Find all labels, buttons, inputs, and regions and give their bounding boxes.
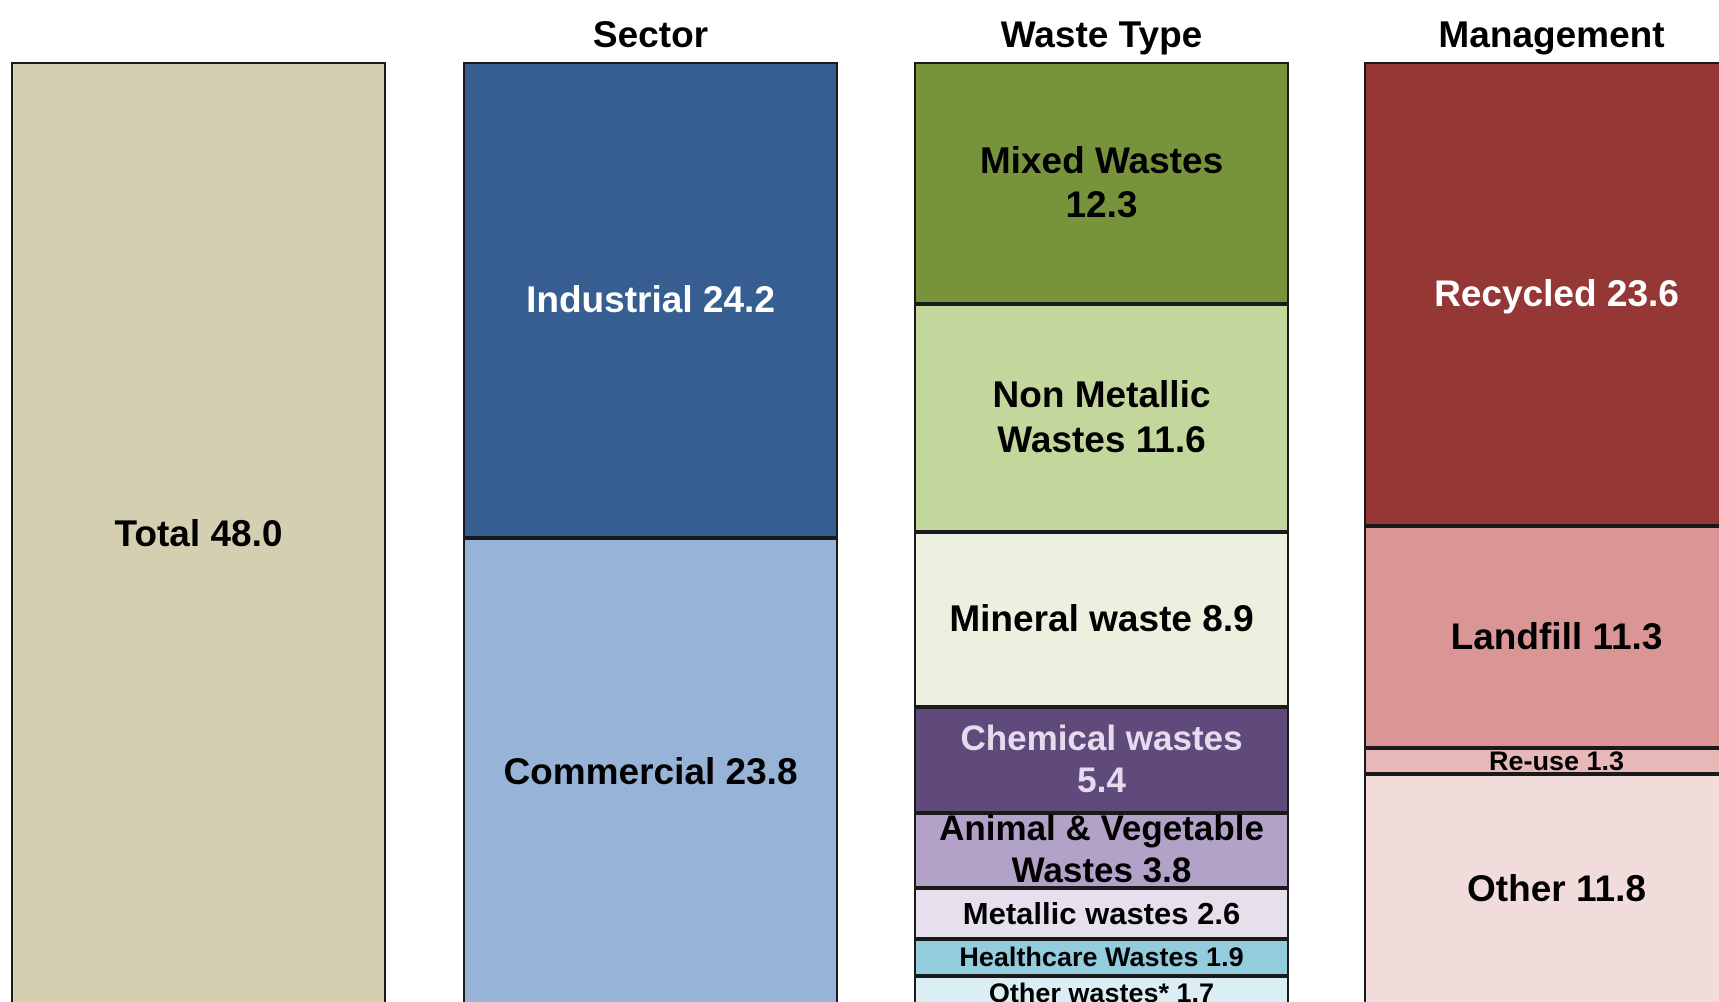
segment-value: 2.6: [1197, 895, 1241, 931]
segment-value: 11.3: [1592, 615, 1663, 657]
segment: Mixed Wastes 12.3: [914, 62, 1289, 304]
segment: Commercial 23.8: [463, 537, 838, 1002]
segment: Mineral waste 8.9: [914, 531, 1289, 707]
segment-value: 1.7: [1176, 977, 1215, 1002]
segment-value: 24.2: [702, 278, 775, 320]
segment-name: Total: [114, 512, 201, 554]
segment-value: 48.0: [210, 512, 283, 554]
segment-name: Animal & Vegetable Wastes: [939, 809, 1264, 891]
segment-name: Mixed Wastes: [979, 139, 1224, 181]
column-title: Waste Type: [1000, 14, 1203, 55]
segment-label: Metallic wastes 2.6: [963, 895, 1240, 932]
segment-name: Chemical wastes: [960, 718, 1243, 758]
segment-value: 11.8: [1575, 868, 1646, 910]
segment-value: 3.8: [1142, 851, 1192, 891]
segment: Metallic wastes 2.6: [914, 887, 1289, 939]
segment: Total 48.0: [11, 62, 386, 1002]
segment-value: 8.9: [1202, 598, 1254, 640]
column-title: Sector: [592, 14, 709, 55]
segment: Healthcare Wastes 1.9: [914, 938, 1289, 977]
segment: Other wastes* 1.7: [914, 976, 1289, 1002]
segment-value: 11.6: [1135, 418, 1206, 460]
segment-label: Total 48.0: [115, 512, 283, 556]
segment-name: Other wastes*: [988, 977, 1169, 1002]
segment-label: Other 11.8: [1369, 867, 1719, 911]
segment-label: Recycled 23.6: [1369, 272, 1719, 316]
segment: Re-use 1.3: [1364, 745, 1719, 777]
segment-name: Landfill: [1450, 615, 1583, 657]
segment: Recycled 23.6: [1364, 62, 1719, 526]
segment-value: 23.6: [1606, 272, 1679, 314]
segment-name: Non Metallic Wastes: [992, 374, 1211, 460]
segment-label: Mineral waste 8.9: [949, 597, 1253, 641]
segment-label: Non Metallic Wastes 11.6: [972, 373, 1232, 462]
segment-label: Commercial 23.8: [503, 750, 797, 794]
segment: Chemical wastes 5.4: [914, 706, 1289, 813]
segment-value: 12.3: [1065, 183, 1138, 225]
segment-name: Commercial: [503, 750, 716, 792]
segment-name: Re-use: [1488, 745, 1579, 776]
segment-label: Industrial 24.2: [526, 278, 775, 322]
segment: Animal & Vegetable Wastes 3.8: [914, 809, 1289, 890]
segment-label: Mixed Wastes 12.3: [952, 139, 1252, 228]
segment-name: Industrial: [526, 278, 693, 320]
segment-name: Recycled: [1434, 272, 1597, 314]
segment: Industrial 24.2: [463, 62, 838, 538]
segment: Landfill 11.3: [1364, 525, 1719, 749]
segment-name: Healthcare Wastes: [959, 942, 1199, 973]
segment: Other 11.8: [1364, 773, 1719, 1002]
segment: Non Metallic Wastes 11.6: [914, 303, 1289, 532]
segment-name: Other: [1467, 868, 1566, 910]
segment-value: 5.4: [1077, 760, 1126, 800]
segment-value: 1.3: [1586, 745, 1625, 776]
segment-value: 1.9: [1206, 942, 1244, 973]
segment-label: Animal & Vegetable Wastes 3.8: [932, 808, 1272, 892]
segment-label: Other wastes* 1.7: [989, 977, 1214, 1002]
column-title: Management: [1438, 14, 1665, 55]
segment-name: Mineral waste: [949, 598, 1192, 640]
segment-label: Healthcare Wastes 1.9: [959, 941, 1243, 973]
segment-label: Landfill 11.3: [1369, 615, 1719, 659]
segment-label: Re-use 1.3: [1369, 745, 1719, 777]
segment-value: 23.8: [725, 750, 798, 792]
segment-name: Metallic wastes: [962, 895, 1189, 931]
segment-label: Chemical wastes 5.4: [952, 718, 1252, 802]
